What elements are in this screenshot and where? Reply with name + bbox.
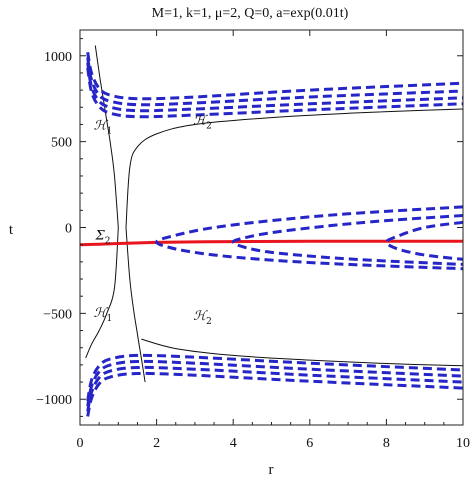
geodesic-curve-11 <box>86 359 463 407</box>
geodesic-curve-15 <box>231 214 463 266</box>
geodesic-curve-12 <box>86 365 463 412</box>
y-tick-label-4: 1000 <box>44 50 72 65</box>
geodesic-curve-14 <box>155 205 463 271</box>
x-tick-label-0: 0 <box>77 436 84 451</box>
region-label-1: ℋ2 <box>193 113 212 131</box>
horizon-curve-2 <box>125 227 146 383</box>
horizon-curve-3 <box>85 227 119 359</box>
surface-curve-5 <box>80 239 463 247</box>
tick-layer: 0 2 4 6 8 10 −1000 −500 0 500 1000 <box>36 30 470 451</box>
x-tick-label-5: 10 <box>456 436 470 451</box>
region-label-0: ℋ1 <box>94 119 113 137</box>
horizon-curve-4 <box>141 338 463 367</box>
y-tick-label-1: −500 <box>43 307 72 322</box>
geodesic-curve-13 <box>86 371 463 417</box>
geodesic-curve-6 <box>86 52 463 101</box>
y-axis-label: t <box>9 222 14 238</box>
region-label-3: ℋ1 <box>94 306 113 324</box>
x-tick-label-3: 6 <box>306 436 313 451</box>
horizon-curve-1 <box>125 108 463 228</box>
geodesic-curve-10 <box>86 353 463 402</box>
x-tick-label-1: 2 <box>153 436 160 451</box>
chart-title: M=1, k=1, μ=2, Q=0, a=exp(0.01t) <box>152 6 349 21</box>
x-tick-label-4: 8 <box>383 436 390 451</box>
geodesic-curve-8 <box>86 62 463 113</box>
y-tick-label-2: 0 <box>65 222 72 237</box>
region-label-4: ℋ2 <box>193 309 212 327</box>
geodesic-curve-9 <box>86 67 463 119</box>
y-tick-label-3: 500 <box>51 136 72 151</box>
y-tick-label-0: −1000 <box>36 393 72 408</box>
x-tick-label-2: 4 <box>230 436 237 451</box>
series-layer <box>80 45 463 417</box>
horizon-curve-0 <box>94 45 119 228</box>
x-axis-label: r <box>269 462 274 478</box>
